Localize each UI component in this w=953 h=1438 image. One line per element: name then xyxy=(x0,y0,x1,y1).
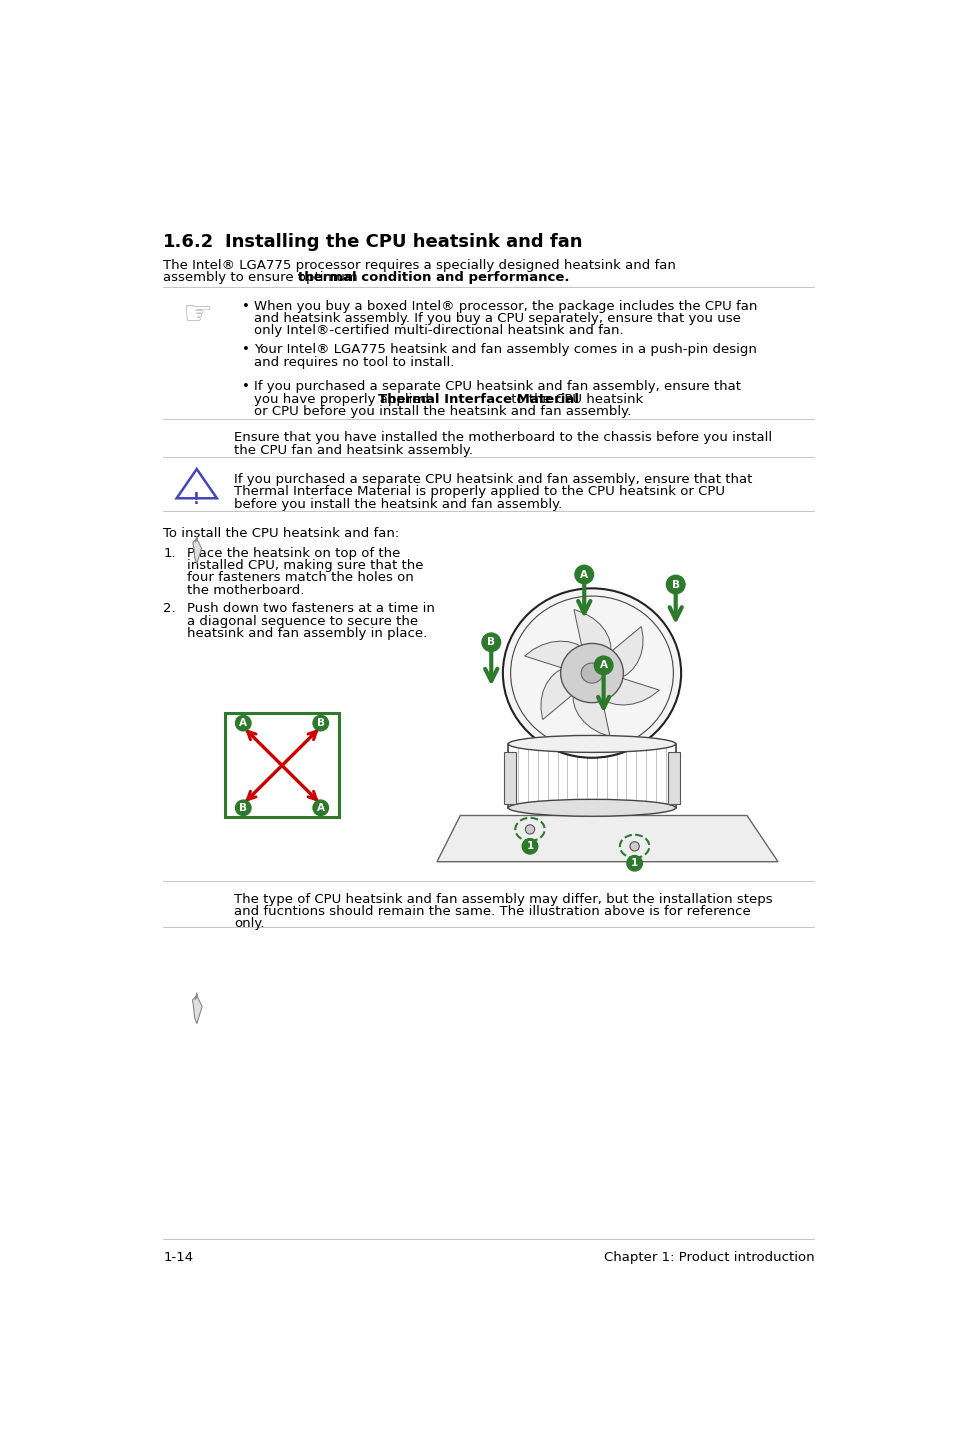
Text: only.: only. xyxy=(233,917,264,930)
Circle shape xyxy=(235,800,251,815)
Circle shape xyxy=(666,575,684,594)
Text: only Intel®-certified multi-directional heatsink and fan.: only Intel®-certified multi-directional … xyxy=(253,324,623,338)
Polygon shape xyxy=(667,752,679,804)
Circle shape xyxy=(313,716,328,731)
Text: B: B xyxy=(487,637,495,647)
Polygon shape xyxy=(574,610,610,651)
Text: B: B xyxy=(671,580,679,590)
Text: !: ! xyxy=(193,492,200,508)
Text: and heatsink assembly. If you buy a CPU separately, ensure that you use: and heatsink assembly. If you buy a CPU … xyxy=(253,312,740,325)
Circle shape xyxy=(481,633,500,651)
Ellipse shape xyxy=(508,800,675,817)
Ellipse shape xyxy=(580,663,602,683)
Text: 1.: 1. xyxy=(163,546,176,559)
Polygon shape xyxy=(601,677,659,705)
Circle shape xyxy=(594,656,612,674)
Polygon shape xyxy=(504,752,516,804)
Text: or CPU before you install the heatsink and fan assembly.: or CPU before you install the heatsink a… xyxy=(253,406,631,418)
Text: Push down two fasteners at a time in: Push down two fasteners at a time in xyxy=(187,603,435,615)
Text: To install the CPU heatsink and fan:: To install the CPU heatsink and fan: xyxy=(163,526,399,539)
Text: and requires no tool to install.: and requires no tool to install. xyxy=(253,355,454,368)
Text: •: • xyxy=(241,299,250,312)
Text: heatsink and fan assembly in place.: heatsink and fan assembly in place. xyxy=(187,627,427,640)
Text: ☞: ☞ xyxy=(182,299,212,332)
Polygon shape xyxy=(540,669,573,719)
Text: Place the heatsink on top of the: Place the heatsink on top of the xyxy=(187,546,399,559)
Text: you have properly applied: you have properly applied xyxy=(253,393,433,406)
Polygon shape xyxy=(573,695,609,736)
Text: A: A xyxy=(599,660,607,670)
Polygon shape xyxy=(436,815,778,861)
Text: If you purchased a separate CPU heatsink and fan assembly, ensure that: If you purchased a separate CPU heatsink… xyxy=(253,381,740,394)
Text: If you purchased a separate CPU heatsink and fan assembly, ensure that that: If you purchased a separate CPU heatsink… xyxy=(233,473,752,486)
Circle shape xyxy=(575,565,593,584)
Text: installed CPU, making sure that the: installed CPU, making sure that the xyxy=(187,559,423,572)
Ellipse shape xyxy=(508,735,675,752)
Text: Installing the CPU heatsink and fan: Installing the CPU heatsink and fan xyxy=(225,233,582,250)
Text: A: A xyxy=(316,802,324,812)
Text: assembly to ensure optimum: assembly to ensure optimum xyxy=(163,272,362,285)
Text: Ensure that you have installed the motherboard to the chassis before you install: Ensure that you have installed the mothe… xyxy=(233,431,771,444)
Text: a diagonal sequence to secure the: a diagonal sequence to secure the xyxy=(187,614,417,627)
Text: B: B xyxy=(316,718,324,728)
Text: •: • xyxy=(241,381,250,394)
Ellipse shape xyxy=(560,643,622,703)
Text: A: A xyxy=(579,569,588,580)
Text: and fucntions should remain the same. The illustration above is for reference: and fucntions should remain the same. Th… xyxy=(233,905,750,917)
Text: before you install the heatsink and fan assembly.: before you install the heatsink and fan … xyxy=(233,498,561,510)
Text: four fasteners match the holes on: four fasteners match the holes on xyxy=(187,571,413,584)
Circle shape xyxy=(629,841,639,851)
Text: Thermal Interface Material is properly applied to the CPU heatsink or CPU: Thermal Interface Material is properly a… xyxy=(233,485,724,498)
Text: The Intel® LGA775 processor requires a specially designed heatsink and fan: The Intel® LGA775 processor requires a s… xyxy=(163,259,676,272)
Text: the motherboard.: the motherboard. xyxy=(187,584,304,597)
Polygon shape xyxy=(194,992,197,999)
Text: Your Intel® LGA775 heatsink and fan assembly comes in a push-pin design: Your Intel® LGA775 heatsink and fan asse… xyxy=(253,344,756,357)
Text: 1-14: 1-14 xyxy=(163,1251,193,1264)
Circle shape xyxy=(235,716,251,731)
Text: Chapter 1: Product introduction: Chapter 1: Product introduction xyxy=(603,1251,814,1264)
Text: When you buy a boxed Intel® processor, the package includes the CPU fan: When you buy a boxed Intel® processor, t… xyxy=(253,299,757,312)
Text: The type of CPU heatsink and fan assembly may differ, but the installation steps: The type of CPU heatsink and fan assembl… xyxy=(233,893,772,906)
Text: to the CPU heatsink: to the CPU heatsink xyxy=(506,393,642,406)
Text: A: A xyxy=(239,718,247,728)
Text: 1: 1 xyxy=(630,858,638,869)
Text: 2.: 2. xyxy=(163,603,176,615)
Circle shape xyxy=(525,825,534,834)
Text: Thermal Interface Material: Thermal Interface Material xyxy=(377,393,578,406)
Circle shape xyxy=(521,838,537,854)
Text: the CPU fan and heatsink assembly.: the CPU fan and heatsink assembly. xyxy=(233,443,473,457)
Ellipse shape xyxy=(502,588,680,758)
Polygon shape xyxy=(524,641,581,669)
Polygon shape xyxy=(193,539,201,564)
Text: 1.6.2: 1.6.2 xyxy=(163,233,214,250)
Polygon shape xyxy=(195,536,197,542)
Circle shape xyxy=(626,856,641,871)
Text: •: • xyxy=(241,344,250,357)
Text: 1: 1 xyxy=(526,841,533,851)
Text: B: B xyxy=(239,802,247,812)
Polygon shape xyxy=(193,995,202,1024)
Circle shape xyxy=(313,800,328,815)
Text: thermal condition and performance.: thermal condition and performance. xyxy=(298,272,569,285)
Polygon shape xyxy=(610,627,642,677)
